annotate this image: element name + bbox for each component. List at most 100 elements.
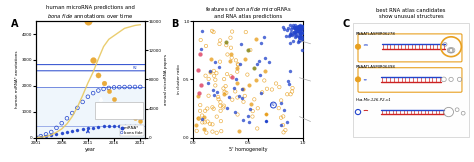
Point <box>287 93 294 96</box>
Y-axis label: in cluster ratio: in cluster ratio <box>177 64 181 94</box>
Point <box>289 87 296 89</box>
Point <box>205 82 212 85</box>
Point <box>298 36 306 38</box>
Point <box>196 104 204 106</box>
Point <box>292 28 299 30</box>
Point <box>137 124 144 127</box>
Point <box>231 90 239 93</box>
Point <box>73 107 81 109</box>
Point <box>287 31 295 33</box>
Point <box>228 98 236 101</box>
Point <box>290 40 297 42</box>
Point <box>228 56 236 59</box>
Point <box>255 60 263 63</box>
Point <box>210 75 218 77</box>
Point <box>296 36 303 39</box>
Point <box>295 36 303 39</box>
Point <box>275 86 283 88</box>
Point <box>298 26 305 28</box>
Point <box>294 27 302 29</box>
Point <box>299 32 307 35</box>
Point <box>290 24 297 26</box>
Point <box>227 52 235 55</box>
Point <box>227 36 234 39</box>
Point <box>299 38 306 40</box>
Point <box>277 99 285 102</box>
Point <box>241 95 248 97</box>
Point <box>288 25 295 28</box>
Point <box>222 85 229 87</box>
Point <box>89 92 97 94</box>
Point <box>207 71 214 73</box>
Point <box>280 108 287 111</box>
Title: best RNA atlas candidates
show unusual structures: best RNA atlas candidates show unusual s… <box>376 8 446 19</box>
Y-axis label: human miRNA* annotations: human miRNA* annotations <box>16 51 19 108</box>
Point <box>283 93 291 96</box>
Point <box>232 59 240 62</box>
Point <box>254 107 262 110</box>
Point <box>288 34 295 36</box>
Point <box>295 35 303 38</box>
Point <box>226 95 233 98</box>
Point <box>295 27 303 30</box>
Point <box>194 94 201 97</box>
Point <box>137 120 144 122</box>
Point <box>228 76 236 78</box>
Point <box>256 74 264 77</box>
Point <box>279 26 287 29</box>
Point <box>252 38 260 40</box>
Point <box>262 120 270 123</box>
Point <box>291 33 298 35</box>
Point <box>294 26 301 29</box>
Point <box>210 31 217 33</box>
Point <box>261 57 269 60</box>
Point <box>299 24 306 27</box>
Point <box>192 124 200 127</box>
Point <box>286 70 294 72</box>
Text: RNAATLASMIR06498: RNAATLASMIR06498 <box>356 65 395 69</box>
Point <box>241 58 249 60</box>
Point <box>228 30 236 33</box>
Point <box>298 27 305 30</box>
Point <box>254 127 261 130</box>
Point <box>284 27 292 30</box>
Point <box>110 98 118 100</box>
Point <box>219 87 227 90</box>
Point <box>116 124 123 127</box>
Point <box>194 69 201 71</box>
Point <box>37 135 45 137</box>
Point <box>295 39 303 42</box>
Title: features of $\it{bona\ fide}$ microRNAs
and RNA atlas predictions: features of $\it{bona\ fide}$ microRNAs … <box>205 5 292 19</box>
Point <box>297 32 304 35</box>
Point <box>235 64 242 66</box>
Point <box>202 131 210 134</box>
Point <box>213 91 220 94</box>
Point <box>291 32 299 34</box>
Point <box>234 96 241 99</box>
Point <box>293 29 301 32</box>
Point <box>105 87 113 89</box>
Point <box>295 25 302 28</box>
Point <box>239 119 247 121</box>
Point <box>280 28 288 31</box>
Point <box>234 81 241 84</box>
Point <box>213 115 220 118</box>
Point <box>32 136 39 138</box>
Point <box>295 26 303 28</box>
Point <box>238 87 246 90</box>
Bar <box>36 87 146 138</box>
Point <box>216 66 223 68</box>
Point <box>296 26 304 29</box>
Point <box>295 39 302 42</box>
Point <box>234 63 242 65</box>
Point <box>237 63 244 65</box>
Point <box>239 87 246 90</box>
Point <box>94 89 102 92</box>
Point <box>204 120 211 123</box>
Point <box>299 25 306 28</box>
Point <box>292 30 300 32</box>
Point <box>287 33 294 36</box>
Point <box>201 110 209 112</box>
Point <box>195 92 202 95</box>
Point <box>292 26 300 29</box>
